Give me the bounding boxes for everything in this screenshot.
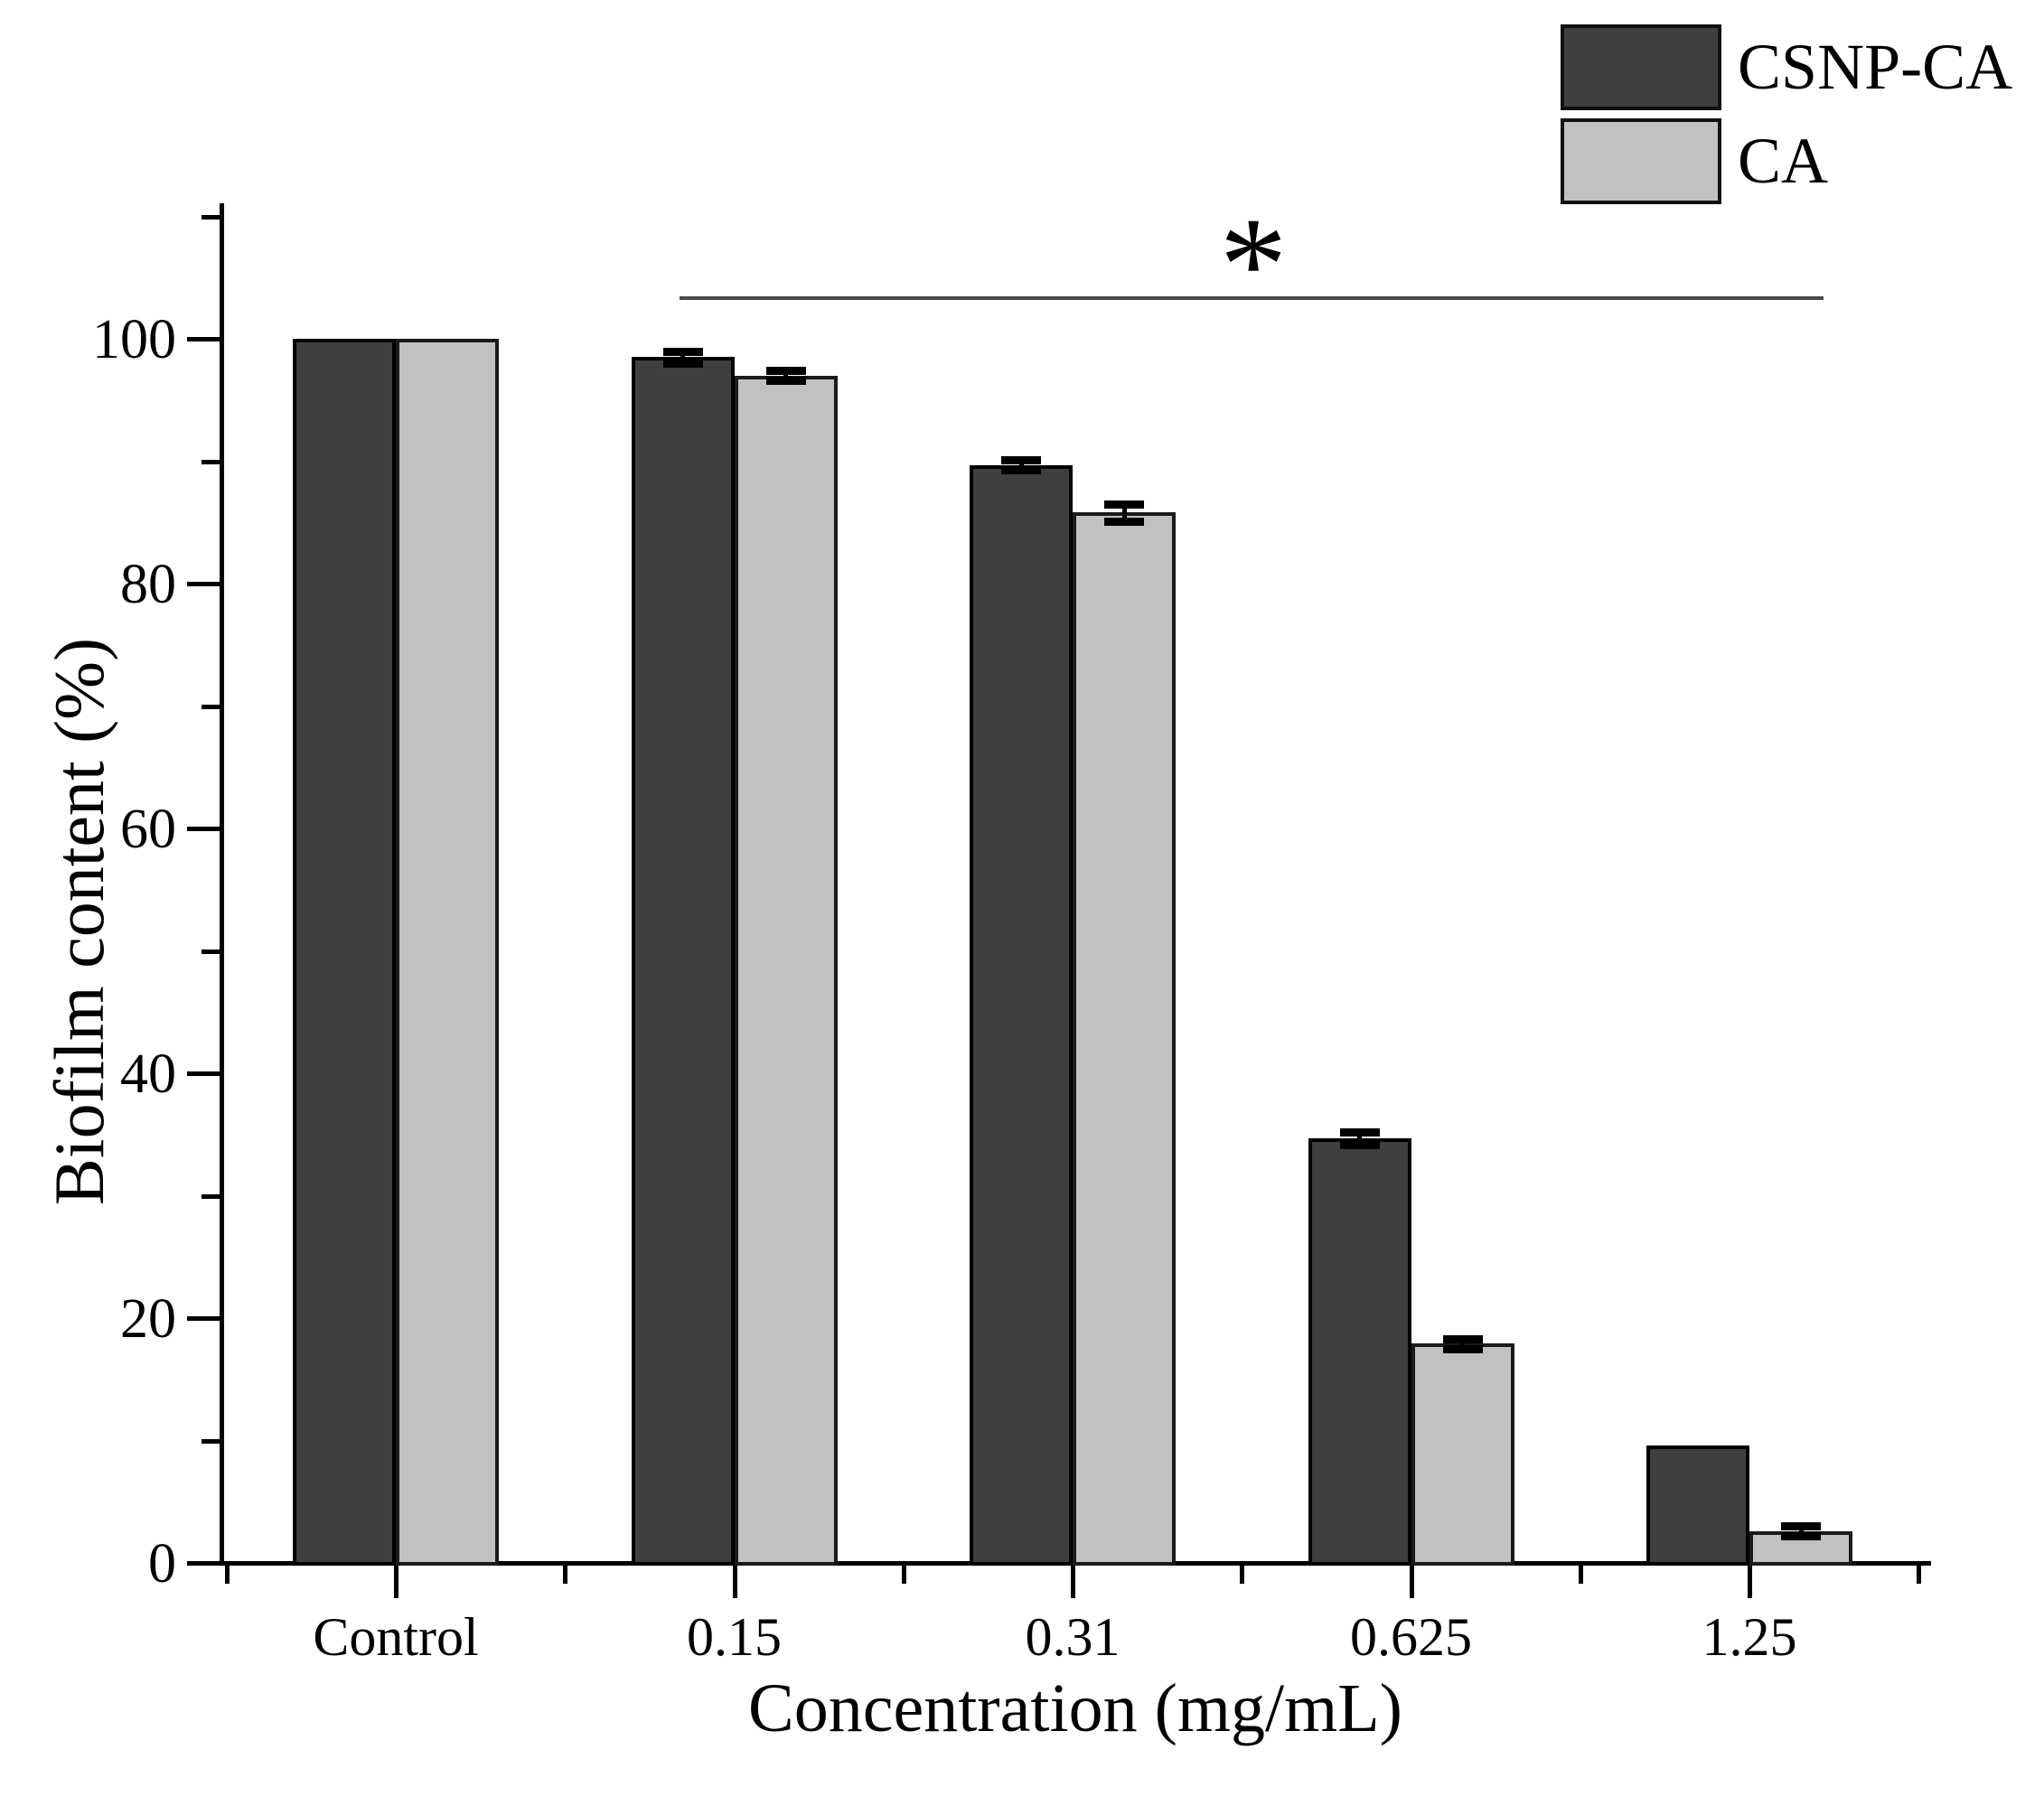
error-bar-ca-0-15 — [783, 370, 788, 381]
y-minor-tick-110 — [202, 214, 220, 220]
legend-label-csnp-ca: CSNP-CA — [1738, 31, 2013, 103]
y-tick-label-80: 80 — [120, 554, 176, 615]
x-tick-label-1-25: 1.25 — [1702, 1607, 1797, 1667]
error-cap-ca-0-15 — [765, 377, 806, 386]
legend: CSNP-CA CA — [1561, 24, 2044, 210]
y-axis-line — [220, 203, 224, 1566]
error-cap-ca-0-31 — [1104, 517, 1144, 526]
error-cap-ca-0-625 — [1442, 1335, 1483, 1344]
y-axis-title: Biofilm content (%) — [40, 637, 118, 1206]
bar-csnp-ca-0-625 — [1308, 1137, 1411, 1566]
y-major-tick-0 — [187, 1561, 220, 1566]
bar-ca-0-625 — [1411, 1343, 1514, 1566]
error-cap-csnp-ca-0-15 — [662, 347, 703, 356]
x-tick-label-0-15: 0.15 — [687, 1607, 782, 1667]
error-bar-csnp-ca-0-31 — [1018, 460, 1024, 470]
y-tick-label-100: 100 — [92, 309, 176, 370]
error-cap-ca-1-25 — [1781, 1532, 1821, 1541]
bar-csnp-ca-control — [293, 339, 396, 1566]
x-major-tick-1-25 — [1748, 1566, 1752, 1598]
x-major-tick-0-15 — [732, 1566, 737, 1598]
x-minor-tick-1 — [563, 1566, 567, 1584]
bar-ca-0-15 — [734, 375, 838, 1566]
significance-asterisk: * — [1219, 190, 1288, 340]
error-bar-csnp-ca-0-15 — [680, 351, 685, 364]
y-minor-tick-30 — [202, 1193, 220, 1199]
x-minor-tick-3 — [1240, 1566, 1244, 1584]
x-major-tick-0-31 — [1071, 1566, 1075, 1598]
y-tick-label-40: 40 — [120, 1043, 176, 1105]
y-tick-label-60: 60 — [120, 799, 176, 860]
legend-label-ca: CA — [1738, 125, 1829, 197]
bar-csnp-ca-0-15 — [631, 357, 735, 1566]
legend-swatch-csnp-ca — [1561, 24, 1721, 110]
y-major-tick-20 — [187, 1316, 220, 1321]
y-major-tick-40 — [187, 1071, 220, 1076]
error-cap-ca-0-15 — [765, 367, 806, 376]
error-cap-ca-0-31 — [1104, 500, 1144, 509]
x-minor-tick-5 — [1917, 1566, 1921, 1584]
x-major-tick-control — [394, 1566, 398, 1598]
error-cap-csnp-ca-0-625 — [1339, 1140, 1380, 1149]
y-minor-tick-10 — [202, 1438, 220, 1444]
x-axis-title: Concentration (mg/mL) — [748, 1670, 1402, 1746]
y-tick-label-20: 20 — [120, 1288, 176, 1350]
x-minor-tick-4 — [1579, 1566, 1583, 1584]
bar-ca-0-31 — [1073, 512, 1176, 1566]
y-major-tick-60 — [187, 827, 220, 831]
x-major-tick-0-625 — [1409, 1566, 1414, 1598]
error-bar-csnp-ca-0-625 — [1357, 1132, 1362, 1145]
y-minor-tick-90 — [202, 459, 220, 464]
error-cap-csnp-ca-0-31 — [1001, 456, 1041, 465]
error-cap-ca-1-25 — [1781, 1522, 1821, 1531]
significance-line — [680, 296, 1824, 300]
bar-csnp-ca-1-25 — [1646, 1445, 1749, 1566]
error-cap-csnp-ca-0-15 — [662, 360, 703, 369]
x-tick-label-0-625: 0.625 — [1350, 1607, 1472, 1667]
error-cap-csnp-ca-0-31 — [1001, 465, 1041, 474]
x-minor-tick-0 — [225, 1566, 230, 1584]
bar-ca-control — [396, 339, 499, 1566]
x-minor-tick-2 — [902, 1566, 906, 1584]
error-bar-ca-1-25 — [1798, 1526, 1804, 1537]
error-cap-ca-0-625 — [1442, 1344, 1483, 1353]
x-tick-label-0-31: 0.31 — [1025, 1607, 1120, 1667]
x-tick-label-control: Control — [313, 1607, 479, 1667]
y-minor-tick-50 — [202, 949, 220, 954]
y-major-tick-80 — [187, 582, 220, 586]
error-bar-ca-0-31 — [1121, 503, 1127, 521]
y-tick-label-0: 0 — [148, 1533, 176, 1595]
legend-swatch-ca — [1561, 118, 1721, 204]
y-major-tick-100 — [187, 337, 220, 341]
y-minor-tick-70 — [202, 704, 220, 709]
error-bar-ca-0-625 — [1460, 1339, 1465, 1349]
error-cap-csnp-ca-0-625 — [1339, 1128, 1380, 1137]
bar-csnp-ca-0-31 — [970, 464, 1073, 1566]
